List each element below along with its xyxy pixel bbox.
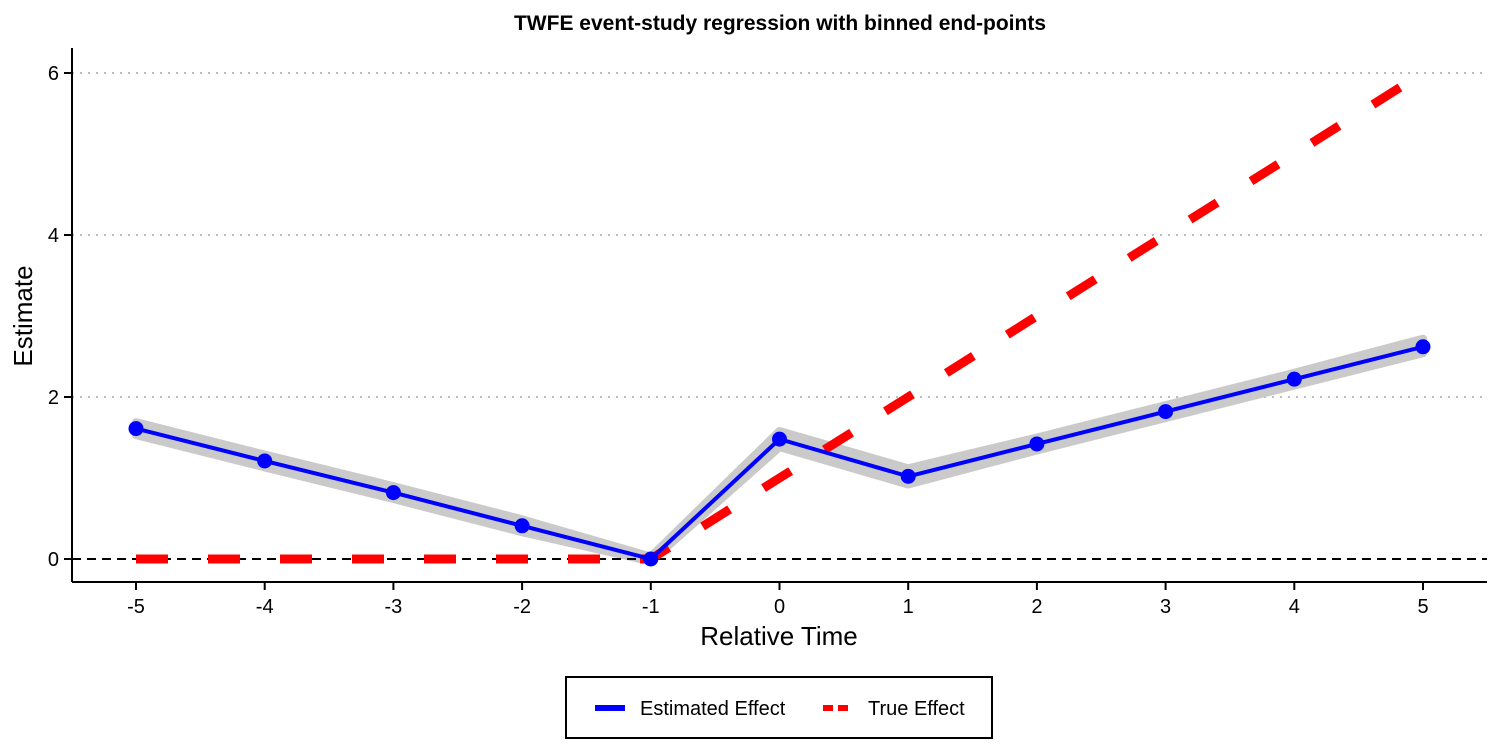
legend-box [565, 676, 993, 739]
estimated-effect-point [385, 485, 401, 501]
confidence-band [132, 334, 1427, 566]
x-tick-label: -2 [513, 596, 531, 618]
legend-label-estimated: Estimated Effect [640, 698, 786, 720]
true-effect-line [136, 69, 1426, 564]
axes [71, 48, 1487, 583]
estimated-effect-point [1286, 371, 1302, 387]
x-tick-label: -4 [256, 596, 274, 618]
estimated-effect-point [514, 518, 530, 534]
x-axis-ticks: -5 -4 -3 -2 -1 0 1 2 3 4 5 [127, 582, 1429, 618]
x-tick-label: -5 [127, 596, 145, 618]
confidence-band-area [132, 334, 1427, 566]
estimated-effect-point [128, 421, 144, 437]
estimated-effect-point [1029, 436, 1045, 452]
y-tick-label: 2 [48, 387, 59, 409]
estimated-effect-point [1158, 404, 1174, 420]
x-tick-label: 1 [903, 596, 914, 618]
estimated-effect-point [1415, 339, 1431, 355]
legend: Estimated Effect True Effect [565, 676, 993, 739]
y-tick-label: 0 [48, 549, 59, 571]
estimated-effect-line [135, 344, 1424, 561]
estimated-effect-point [643, 551, 659, 567]
chart-title: TWFE event-study regression with binned … [514, 12, 1046, 35]
x-tick-label: -1 [642, 596, 660, 618]
y-tick-label: 6 [48, 63, 59, 85]
y-tick-label: 4 [48, 225, 59, 247]
estimated-effect-point [772, 431, 787, 447]
grid-lines [72, 72, 1487, 398]
y-axis-title: Estimate [8, 265, 38, 366]
x-tick-label: 0 [774, 596, 785, 618]
legend-label-true: True Effect [868, 698, 965, 720]
x-tick-label: 4 [1289, 596, 1300, 618]
x-tick-label: 3 [1160, 596, 1171, 618]
x-tick-label: 5 [1417, 596, 1428, 618]
estimated-effect-point [900, 468, 916, 484]
x-axis-title: Relative Time [700, 621, 858, 651]
y-axis-ticks: 0 2 4 6 [48, 63, 72, 571]
x-tick-label: -3 [385, 596, 403, 618]
estimated-effect-series [128, 339, 1431, 567]
x-tick-label: 2 [1031, 596, 1042, 618]
true-effect-series [136, 69, 1426, 564]
estimated-effect-point [257, 453, 273, 469]
